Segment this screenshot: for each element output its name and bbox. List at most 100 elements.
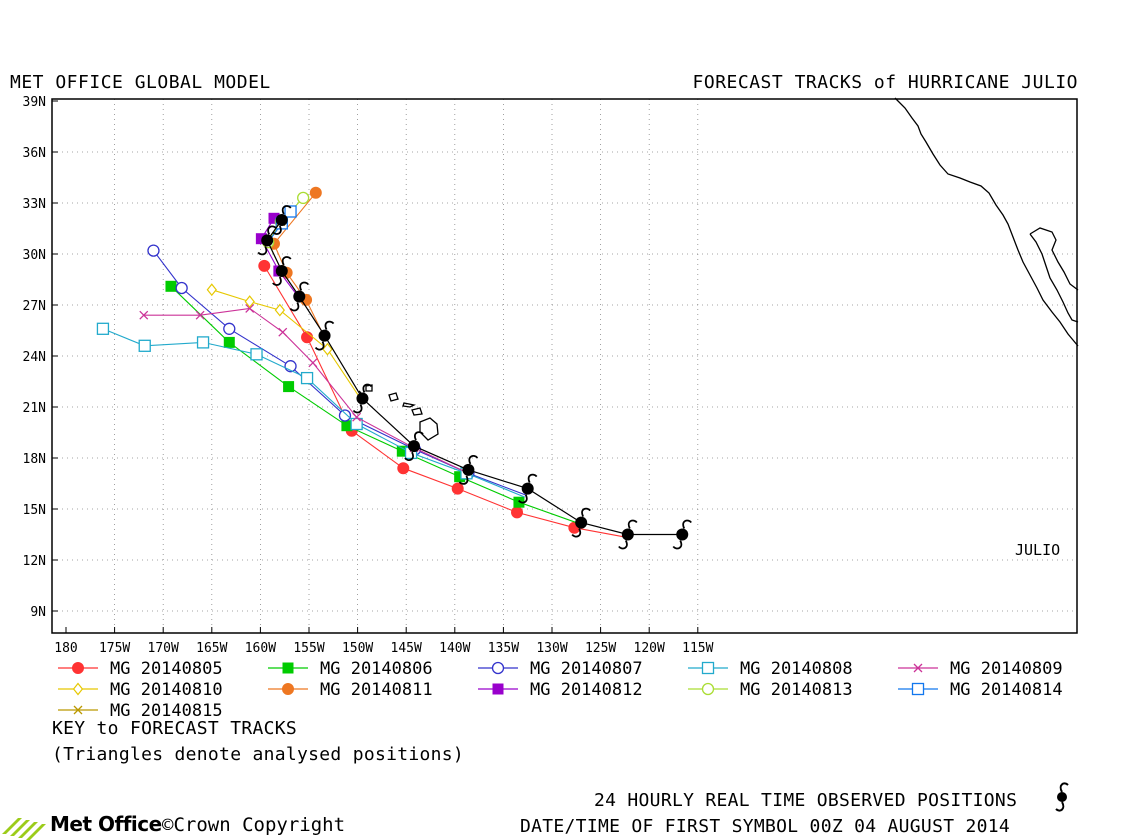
legend-entry: MG 20140810 xyxy=(58,680,223,700)
island-niihau xyxy=(358,390,362,394)
forecast-track-point xyxy=(195,310,205,320)
legend-label: MG 20140814 xyxy=(950,680,1063,700)
forecast-track-point xyxy=(322,342,333,356)
legend-entry: MG 20140813 xyxy=(688,680,853,700)
legend-marker xyxy=(72,662,84,674)
forecast-track-point xyxy=(223,322,236,335)
forecast-track-point xyxy=(454,471,466,483)
lat-tick-label: 36N xyxy=(23,146,46,161)
lat-tick-label: 33N xyxy=(23,197,46,212)
forecast-track-point xyxy=(284,205,297,218)
forecast-track-point xyxy=(338,409,352,422)
forecast-track-point xyxy=(147,244,160,257)
legend-entry: MG 20140809 xyxy=(898,659,1063,679)
lat-tick-label: 27N xyxy=(23,299,46,314)
legend-label: MG 20140813 xyxy=(740,680,853,700)
copyright-text: ©Crown Copyright xyxy=(162,814,346,836)
forecast-track-point xyxy=(244,295,255,309)
hurricane-symbol-icon xyxy=(458,455,479,485)
storm-label: JULIO xyxy=(1015,541,1060,559)
observed-track xyxy=(257,205,692,550)
hurricane-symbol-icon xyxy=(672,519,692,550)
grid-lines xyxy=(52,99,1077,633)
hurricane-symbol-icon xyxy=(314,320,335,351)
legend-marker xyxy=(701,682,715,696)
legend-entry: MG 20140805 xyxy=(58,659,223,679)
lat-tick-label: 18N xyxy=(23,452,46,467)
hurricane-symbol-icon xyxy=(257,225,277,256)
legend-key-title: KEY to FORECAST TRACKS xyxy=(52,718,298,739)
hurricane-symbol-icon xyxy=(352,383,373,414)
lat-tick-label: 24N xyxy=(23,350,46,365)
legend-marker xyxy=(701,661,715,675)
forecast-track-point xyxy=(165,280,177,292)
met-office-logo-text: Met Office xyxy=(50,812,162,836)
lat-tick-label: 30N xyxy=(23,248,46,263)
forecast-track-line xyxy=(170,285,582,525)
legend-marker xyxy=(73,705,83,715)
lon-tick-label: 135W xyxy=(488,641,519,656)
legend-marker xyxy=(282,683,294,695)
forecast-track-point xyxy=(245,303,255,313)
island-molokai xyxy=(402,402,416,408)
legend-entry: MG 20140811 xyxy=(268,680,433,700)
island-oahu xyxy=(388,392,399,402)
legend-label: MG 20140810 xyxy=(110,680,223,700)
lon-tick-label: 125W xyxy=(585,641,616,656)
hurricane-symbol-icon xyxy=(272,256,292,286)
coastline-baja xyxy=(1029,227,1079,323)
forecast-track-point xyxy=(451,482,464,495)
legend-marker xyxy=(911,682,925,696)
lat-tick-label: 21N xyxy=(23,401,46,416)
lon-tick-label: 130W xyxy=(536,641,567,656)
forecast-track-point xyxy=(350,417,363,431)
forecast-track-point xyxy=(308,358,318,368)
legend-marker xyxy=(491,661,505,675)
forecast-track-point xyxy=(268,212,280,224)
forecast-track-point xyxy=(255,233,267,245)
lon-tick-label: 180 xyxy=(54,641,77,656)
legend-label: MG 20140809 xyxy=(950,659,1063,679)
island-hawaii xyxy=(419,417,439,441)
forecast-track-point xyxy=(297,191,310,205)
island-maui xyxy=(411,407,423,416)
lon-tick-label: 160W xyxy=(245,641,276,656)
lon-tick-label: 140W xyxy=(439,641,470,656)
lon-tick-label: 170W xyxy=(148,641,179,656)
legend-label: MG 20140805 xyxy=(110,659,223,679)
observed-positions-note: 24 HOURLY REAL TIME OBSERVED POSITIONS xyxy=(594,790,1018,811)
lon-tick-label: 150W xyxy=(342,641,373,656)
legend-label: MG 20140812 xyxy=(530,680,643,700)
legend-entry: MG 20140812 xyxy=(478,680,643,700)
legend-label: MG 20140815 xyxy=(110,701,223,721)
forecast-track-line xyxy=(143,307,469,474)
lon-tick-label: 120W xyxy=(634,641,665,656)
hurricane-symbol-icon xyxy=(571,507,591,538)
hurricane-symbol-icon xyxy=(618,519,638,550)
observed-track-line xyxy=(266,219,683,536)
hurricane-symbol-icon xyxy=(517,473,538,504)
met-office-logo-icon xyxy=(2,818,46,840)
legend-marker xyxy=(282,662,294,674)
lat-tick-label: 12N xyxy=(23,554,46,569)
lat-tick-label: 9N xyxy=(30,605,46,620)
forecast-track-point xyxy=(396,445,408,457)
lon-tick-label: 115W xyxy=(682,641,713,656)
lat-tick-label: 15N xyxy=(23,503,46,518)
forecast-tracks xyxy=(96,186,630,539)
forecast-track-point xyxy=(223,336,235,348)
forecast-track-point xyxy=(300,371,314,385)
datetime-note: DATE/TIME OF FIRST SYMBOL 00Z 04 AUGUST … xyxy=(520,816,1011,837)
title-right: FORECAST TRACKS of HURRICANE JULIO xyxy=(692,72,1078,93)
forecast-track-point xyxy=(206,283,217,297)
map-frame xyxy=(51,98,1078,634)
forecast-track-point xyxy=(283,381,295,393)
legend-label: MG 20140807 xyxy=(530,659,643,679)
lon-tick-label: 175W xyxy=(99,641,130,656)
legend: MG 20140805 MG 20140806 MG 20140807 MG 2014… xyxy=(58,659,1063,721)
legend-entry: MG 20140806 xyxy=(268,659,433,679)
forecast-track-point xyxy=(511,506,524,519)
forecast-track-point xyxy=(309,186,322,199)
hurricane-symbol-icon xyxy=(289,281,309,312)
forecast-track-point xyxy=(196,336,210,349)
